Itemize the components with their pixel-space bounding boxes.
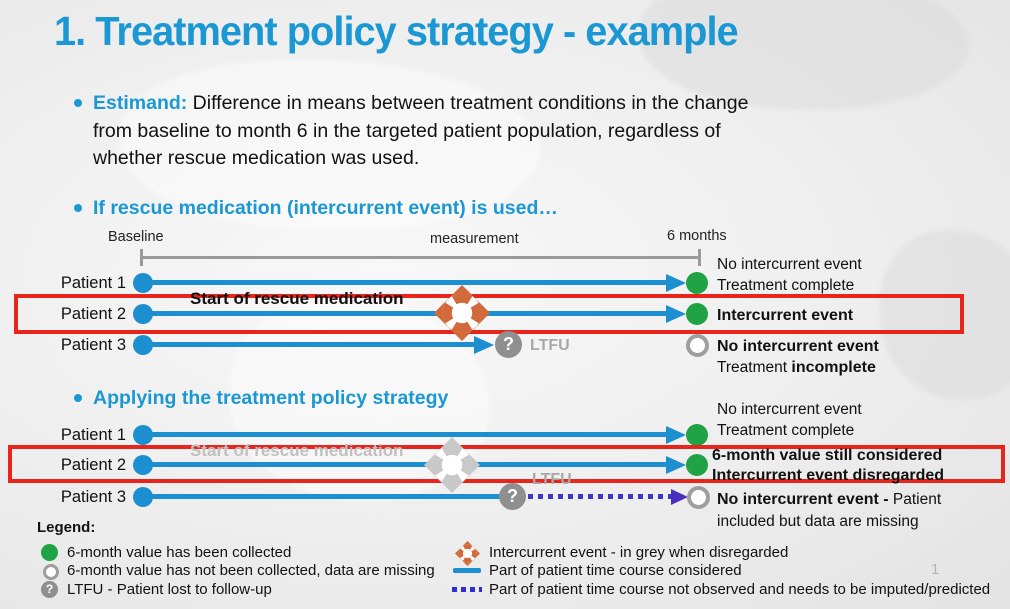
baseline-dot — [133, 273, 153, 293]
arrowhead-icon — [666, 456, 686, 474]
page-number: 1 — [931, 561, 940, 578]
axis-line — [141, 256, 700, 259]
arrowhead-icon — [666, 274, 686, 292]
green-endpoint-dot — [686, 454, 708, 476]
patient-timeline — [145, 311, 667, 316]
arrowhead-icon — [666, 305, 686, 323]
question-circle-icon: ? — [41, 581, 58, 598]
annotation: No intercurrent event Treatment complete — [717, 401, 862, 439]
question-circle-icon: ? — [495, 331, 522, 358]
map-decoration — [640, 0, 970, 110]
annotation: Intercurrent event — [717, 307, 854, 324]
axis-measurement-label: measurement — [430, 231, 519, 247]
baseline-dot — [133, 335, 153, 355]
map-decoration — [880, 230, 1010, 400]
applying-heading: Applying the treatment policy strategy — [93, 387, 449, 409]
lifebuoy-icon-grey — [424, 437, 480, 498]
estimand-label: Estimand: — [93, 92, 188, 114]
if-rescue-heading: If rescue medication (intercurrent event… — [93, 197, 558, 219]
annotation: No intercurrent event Treatment complete — [717, 256, 862, 294]
estimand-line1: Estimand: Difference in means between tr… — [93, 92, 749, 114]
baseline-dot — [133, 487, 153, 507]
estimand-paragraph: Estimand: Difference in means between tr… — [93, 90, 933, 173]
patient-label: Patient 2 — [60, 456, 126, 474]
annotation: No intercurrent event Treatment incomple… — [717, 338, 879, 376]
patient-label: Patient 2 — [60, 305, 126, 323]
estimand-line2: from baseline to month 6 in the targeted… — [93, 119, 721, 142]
patient-label: Patient 1 — [60, 426, 126, 444]
axis-tick — [698, 249, 701, 266]
page-title: 1. Treatment policy strategy - example — [54, 8, 739, 54]
bullet-icon — [74, 204, 82, 212]
patient-label: Patient 3 — [60, 336, 126, 354]
lifebuoy-icon — [434, 285, 490, 346]
legend-item: Part of patient time course not observed… — [489, 581, 991, 598]
patient-timeline — [145, 342, 475, 347]
legend-item: Part of patient time course considered — [489, 562, 742, 579]
bullet-icon — [74, 394, 82, 402]
open-endpoint-circle — [686, 334, 709, 357]
patient-label: Patient 3 — [60, 488, 126, 506]
legend-item: LTFU - Patient lost to follow-up — [67, 581, 272, 598]
legend-item: Intercurrent event - in grey when disreg… — [489, 544, 789, 561]
patient-label: Patient 1 — [60, 274, 126, 292]
legend-item: 6-month value has not been collected, da… — [67, 562, 435, 579]
baseline-dot — [133, 304, 153, 324]
legend-heading: Legend: — [37, 519, 96, 536]
rescue-medication-label-disregarded: Start of rescue medication — [190, 441, 404, 460]
green-endpoint-dot — [686, 272, 708, 294]
axis-6months-label: 6 months — [667, 228, 727, 244]
arrowhead-icon — [666, 426, 686, 444]
open-circle-icon — [43, 564, 59, 580]
open-endpoint-circle — [687, 486, 710, 509]
estimand-line3: whether rescue medication was used. — [93, 147, 420, 169]
baseline-dot — [133, 455, 153, 475]
question-circle-icon: ? — [499, 483, 526, 510]
annotation: No intercurrent event - Patient included… — [717, 491, 942, 530]
legend-item: 6-month value has been collected — [67, 544, 292, 561]
dotted-line-icon — [452, 587, 482, 592]
bullet-icon — [74, 99, 82, 107]
axis-baseline-label: Baseline — [108, 229, 164, 245]
ltfu-label: LTFU — [532, 471, 572, 488]
patient-timeline — [145, 494, 503, 499]
annotation: 6-month value still considered Intercurr… — [712, 447, 945, 484]
map-decoration — [120, 60, 540, 230]
arrowhead-icon — [474, 336, 494, 354]
patient-timeline — [145, 432, 667, 437]
green-endpoint-dot — [686, 424, 708, 446]
ltfu-label: LTFU — [530, 337, 570, 354]
lifebuoy-icon — [455, 541, 480, 571]
arrowhead-purple-icon — [671, 489, 688, 505]
highlight-box-intercurrent-event — [14, 294, 964, 334]
solid-line-icon — [453, 568, 481, 573]
patient-timeline — [145, 280, 667, 285]
green-endpoint-dot — [686, 303, 708, 325]
rescue-medication-label: Start of rescue medication — [190, 289, 404, 308]
highlight-box-disregarded — [8, 445, 1005, 483]
imputed-timeline-dotted — [528, 494, 672, 499]
baseline-dot — [133, 425, 153, 445]
patient-timeline — [145, 462, 667, 467]
green-dot-icon — [41, 544, 58, 561]
